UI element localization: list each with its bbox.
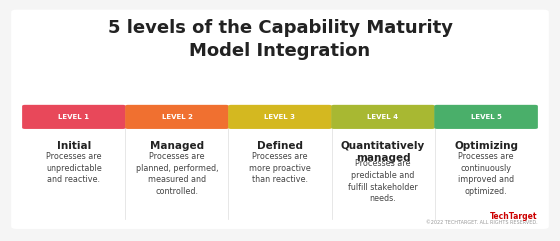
FancyBboxPatch shape <box>22 105 125 129</box>
Text: LEVEL 2: LEVEL 2 <box>161 114 193 120</box>
Text: Optimizing: Optimizing <box>454 141 518 151</box>
Text: ©2022 TECHTARGET. ALL RIGHTS RESERVED.: ©2022 TECHTARGET. ALL RIGHTS RESERVED. <box>426 220 538 225</box>
Text: Model Integration: Model Integration <box>189 42 371 60</box>
Text: Processes are
continuously
improved and
optimized.: Processes are continuously improved and … <box>458 152 514 196</box>
Text: Processes are
planned, performed,
measured and
controlled.: Processes are planned, performed, measur… <box>136 152 218 196</box>
FancyBboxPatch shape <box>11 10 549 229</box>
Text: Initial: Initial <box>57 141 91 151</box>
Text: LEVEL 1: LEVEL 1 <box>58 114 90 120</box>
Text: LEVEL 5: LEVEL 5 <box>470 114 502 120</box>
Text: LEVEL 3: LEVEL 3 <box>264 114 296 120</box>
FancyBboxPatch shape <box>435 105 538 129</box>
Text: Processes are
more proactive
than reactive.: Processes are more proactive than reacti… <box>249 152 311 184</box>
Text: TechTarget: TechTarget <box>490 212 538 221</box>
Text: LEVEL 4: LEVEL 4 <box>367 114 399 120</box>
FancyBboxPatch shape <box>332 105 435 129</box>
Text: 5 levels of the Capability Maturity: 5 levels of the Capability Maturity <box>108 19 452 37</box>
Text: Processes are
unpredictable
and reactive.: Processes are unpredictable and reactive… <box>46 152 102 184</box>
Text: Managed: Managed <box>150 141 204 151</box>
Text: Defined: Defined <box>257 141 303 151</box>
FancyBboxPatch shape <box>228 105 332 129</box>
Text: Quantitatively
managed: Quantitatively managed <box>341 141 425 163</box>
FancyBboxPatch shape <box>125 105 228 129</box>
Text: Processes are
predictable and
fulfill stakeholder
needs.: Processes are predictable and fulfill st… <box>348 159 418 203</box>
